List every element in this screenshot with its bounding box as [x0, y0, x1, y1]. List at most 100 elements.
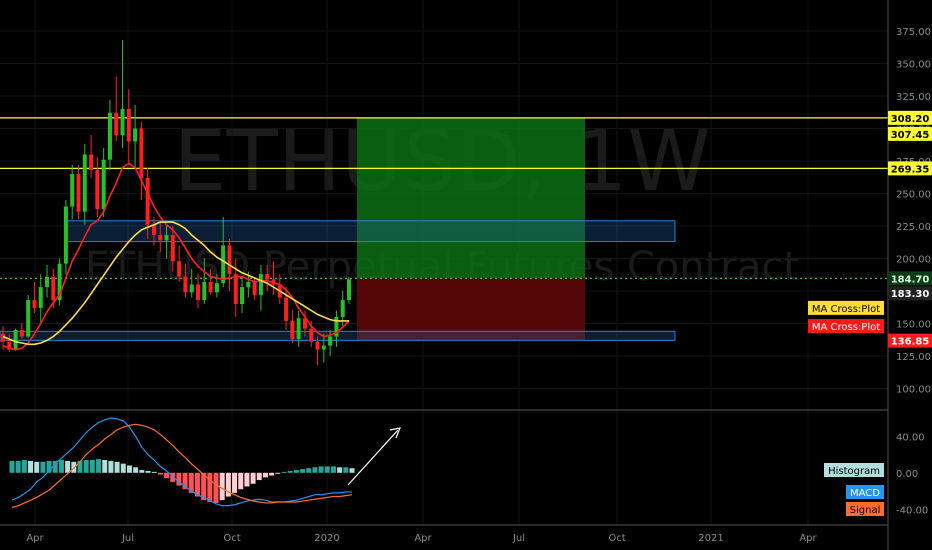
candle-body	[252, 281, 257, 295]
time-tick-label: Apr	[799, 533, 817, 544]
histogram-bar	[256, 472, 262, 481]
moving-average-line	[2, 221, 349, 346]
histogram-bar	[139, 470, 145, 473]
histogram-bar	[145, 470, 151, 473]
histogram-bar	[262, 472, 268, 478]
price-labels: 308.20 307.45 269.35 184.70 183.30 136.85	[888, 110, 932, 348]
candle-body	[13, 330, 18, 350]
histogram-bar	[77, 460, 83, 473]
histogram-bar	[89, 460, 95, 473]
candle-body	[76, 174, 81, 212]
time-tick-label: 2020	[314, 533, 339, 544]
time-tick-label: Jul	[512, 533, 525, 544]
time-tick-label: Apr	[26, 533, 44, 544]
histogram-bar	[52, 460, 58, 473]
time-tick-label: Apr	[414, 533, 432, 544]
candle-body	[321, 345, 326, 350]
price-tick-label: 100.00	[896, 385, 931, 396]
long-position-tool[interactable]	[357, 117, 585, 341]
candle-body	[227, 245, 232, 275]
candle-body	[70, 174, 75, 207]
histogram-bar	[238, 472, 244, 490]
candle-body	[26, 300, 31, 337]
price-label-text: 183.30	[891, 289, 930, 300]
histogram-bar	[133, 467, 139, 473]
time-axis[interactable]: Apr Jul Oct 2020 Apr Jul Oct 2021 Apr	[26, 533, 817, 544]
histogram-bar	[225, 472, 231, 497]
price-tick-label: 150.00	[896, 320, 931, 331]
histogram-bar	[21, 460, 27, 473]
histogram-bar	[108, 460, 114, 473]
candle-body	[95, 170, 100, 210]
histogram-bar	[287, 470, 293, 473]
price-label-bg	[888, 286, 932, 301]
trend-arrow-drawing[interactable]	[347, 427, 401, 486]
candle-body	[145, 177, 150, 225]
candle-body	[32, 300, 37, 308]
price-tick-label: 375.00	[896, 27, 931, 38]
histogram-bar	[306, 468, 312, 473]
candle-body	[177, 261, 182, 277]
histogram-bar	[182, 472, 188, 490]
histogram-bar	[34, 461, 40, 473]
profit-zone	[357, 117, 585, 279]
arrow-shaft	[347, 429, 399, 486]
histogram-bar	[114, 461, 120, 473]
candle-body	[240, 287, 245, 304]
time-tick-label: Jul	[121, 533, 134, 544]
price-label-text: 184.70	[891, 274, 930, 285]
histogram-bar	[170, 472, 176, 482]
price-label-bg	[888, 333, 932, 348]
candle-body	[221, 245, 226, 284]
macd-tick-label: 40.00	[896, 432, 925, 443]
candle-body	[82, 154, 87, 212]
candle-body	[57, 263, 62, 301]
candle-body	[296, 318, 301, 340]
candle-body	[302, 318, 307, 329]
ma-cross-label-bg	[808, 300, 884, 315]
histogram-bar	[126, 465, 132, 473]
histogram-bar	[176, 472, 182, 486]
candle-body	[133, 128, 138, 142]
candle-body	[208, 281, 213, 293]
candle-body	[246, 281, 251, 288]
candle-body	[1, 333, 5, 342]
macd-tick-label: 0.00	[896, 469, 918, 480]
histogram-bar	[343, 467, 349, 473]
histogram-bar	[120, 463, 126, 473]
histogram-bar	[201, 472, 207, 501]
candle-body	[183, 276, 188, 293]
price-label-bg	[888, 110, 932, 125]
price-tick-label: 325.00	[896, 92, 931, 103]
macd-tick-label: -40.00	[896, 505, 928, 516]
macd-value-label: MACD	[850, 488, 880, 499]
histogram-bar	[207, 472, 213, 502]
histogram-bar	[15, 460, 21, 473]
candle-body	[214, 283, 219, 293]
candlestick-series	[1, 40, 351, 366]
candle-body	[51, 276, 56, 301]
candle-body	[233, 274, 238, 304]
ma-cross-label-bg	[808, 319, 884, 334]
histogram-bar	[349, 468, 355, 473]
candle-body	[164, 235, 169, 241]
candle-body	[45, 276, 50, 288]
candle-body	[196, 284, 201, 301]
histogram-bar	[58, 460, 64, 473]
price-tick-label: 350.00	[896, 60, 931, 71]
macd-value-label: Signal	[850, 505, 881, 516]
histogram-bar	[300, 469, 306, 473]
macd-axis[interactable]: 40.00 0.00 -40.00 Histogram MACD Signal	[824, 432, 928, 516]
histogram-bar	[194, 472, 200, 497]
histogram-bar	[275, 472, 281, 474]
histogram-bar	[324, 466, 330, 473]
candle-body	[290, 320, 295, 340]
histogram-bar	[232, 472, 238, 493]
price-label-bg	[888, 161, 932, 176]
histogram-bar	[40, 461, 46, 473]
histogram-bar	[312, 467, 318, 473]
histogram-bar	[219, 472, 225, 501]
histogram-bar	[65, 460, 71, 473]
stop-loss-zone	[357, 278, 585, 341]
